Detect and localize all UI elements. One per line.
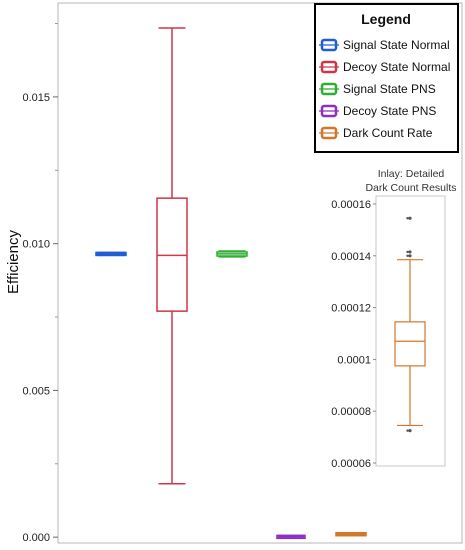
box-dark-count-rate	[335, 531, 367, 537]
y-tick-label: 0.000	[22, 532, 50, 544]
legend-label: Decoy State Normal	[343, 60, 450, 74]
y-tick-label: 0.015	[22, 92, 50, 104]
outlier-point	[408, 254, 412, 258]
inlay: Inlay: Detailed Dark Count Results 0.000…	[331, 168, 456, 470]
y-axis-ticks: 0.000 0.005 0.010 0.015	[22, 23, 58, 544]
box-fill	[96, 251, 126, 256]
inlay-y-tick-label: 0.00014	[331, 251, 371, 263]
legend-label: Signal State Normal	[343, 38, 450, 52]
legend-entry: Decoy State Normal	[319, 60, 450, 74]
outlier-point	[408, 216, 412, 220]
outlier-point	[406, 254, 409, 257]
legend-title: Legend	[361, 11, 411, 27]
legend-entry: Decoy State PNS	[319, 104, 436, 118]
inlay-y-axis-ticks: 0.00016 0.00014 0.00012 0.0001 0.00008 0.0000…	[331, 199, 376, 470]
legend-label: Signal State PNS	[343, 82, 436, 96]
legend-entries: Signal State Normal Decoy State Normal Sig…	[319, 38, 450, 140]
inlay-y-tick-label: 0.0001	[337, 354, 371, 366]
legend-box	[314, 3, 459, 153]
inlay-y-tick-label: 0.00006	[331, 458, 371, 470]
box-signal-state-normal	[95, 251, 127, 257]
box-decoy-state-normal	[156, 27, 188, 485]
outlier-point	[408, 429, 412, 433]
inlay-title-line-1: Inlay: Detailed	[378, 168, 445, 180]
y-tick-label: 0.010	[22, 239, 50, 251]
outlier-point	[408, 250, 412, 254]
inlay-y-tick-label: 0.00008	[331, 406, 371, 418]
legend-entry: Signal State Normal	[319, 38, 450, 52]
legend-label: Dark Count Rate	[343, 126, 433, 140]
inlay-y-tick-label: 0.00012	[331, 303, 371, 315]
inlay-title-line-2: Dark Count Results	[365, 182, 456, 194]
legend-entry: Dark Count Rate	[319, 126, 433, 140]
box-decoy-state-pns	[276, 534, 306, 540]
y-axis-title: Efficiency	[5, 230, 22, 294]
inlay-box-dark-count	[394, 216, 426, 433]
outlier-point	[406, 217, 409, 220]
y-tick-label: 0.005	[22, 385, 50, 397]
box-iqr	[394, 321, 426, 367]
main-box-plots	[95, 27, 367, 540]
box-fill	[336, 532, 366, 537]
inlay-box-plot	[394, 216, 426, 433]
legend: Legend Signal State Normal Decoy State No…	[314, 3, 459, 153]
outlier-point	[406, 429, 409, 432]
outlier-point	[406, 250, 409, 254]
inlay-y-tick-label: 0.00016	[331, 199, 371, 211]
legend-label: Decoy State PNS	[343, 104, 436, 118]
legend-entry: Signal State PNS	[319, 82, 436, 96]
box-signal-state-pns	[216, 250, 248, 258]
